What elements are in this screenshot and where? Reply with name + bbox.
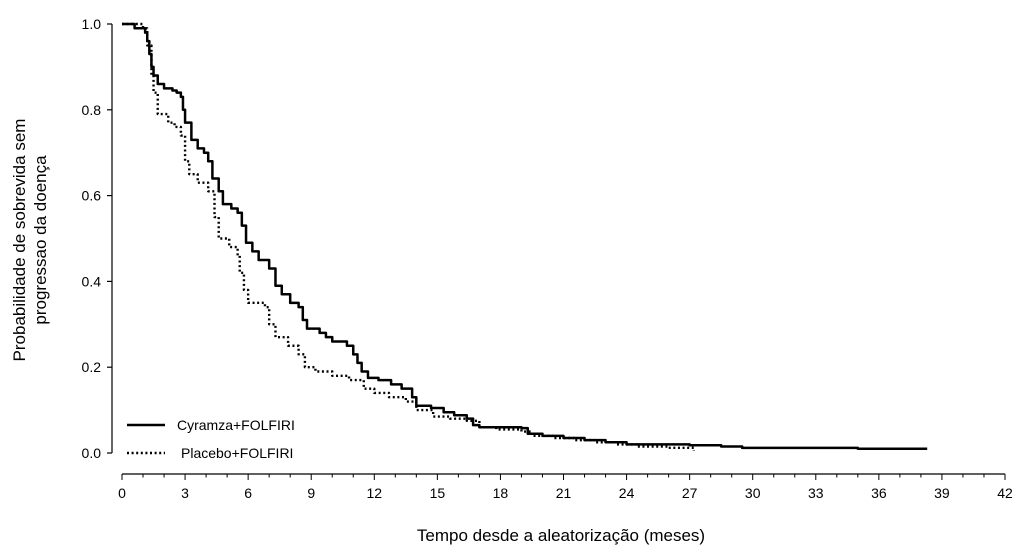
x-tick-label: 6 xyxy=(244,485,252,501)
x-tick-label: 30 xyxy=(745,485,761,501)
legend: Cyramza+FOLFIRI Placebo+FOLFIRI xyxy=(127,417,295,461)
series-line-placebo-folfiri xyxy=(122,22,696,451)
series-line-cyramza-folfiri xyxy=(122,22,928,450)
x-tick-label: 27 xyxy=(682,485,698,501)
legend-label: Cyramza+FOLFIRI xyxy=(177,417,295,433)
y-axis-title-line-2: progressao da doença xyxy=(31,155,50,325)
x-tick-label: 24 xyxy=(619,485,635,501)
y-tick-label: 0.0 xyxy=(82,445,102,461)
y-tick-label: 1.0 xyxy=(82,16,102,32)
x-tick-label: 3 xyxy=(181,485,189,501)
x-tick-label: 33 xyxy=(808,485,824,501)
y-tick-label: 0.8 xyxy=(82,102,102,118)
axes-layer: 0.00.20.40.60.81.00 3 6 9 12 15 18 21 24 27 30 33 36… xyxy=(82,16,1013,501)
x-axis-title: Tempo desde a aleatorização (meses) xyxy=(417,526,705,545)
x-tick-label: 9 xyxy=(307,485,315,501)
y-tick-label: 0.2 xyxy=(82,359,102,375)
x-tick-label: 36 xyxy=(871,485,887,501)
x-tick-label: 18 xyxy=(493,485,509,501)
x-tick-label: 42 xyxy=(997,485,1013,501)
x-tick-label: 12 xyxy=(366,485,382,501)
x-tick-label: 0 xyxy=(118,485,126,501)
axis-titles: Tempo desde a aleatorização (meses) Proba… xyxy=(10,119,705,545)
series-layer xyxy=(122,22,928,451)
x-tick-label: 39 xyxy=(934,485,950,501)
x-tick-label: 15 xyxy=(430,485,446,501)
y-axis-title-line-1: Probabilidade de sobrevida sem xyxy=(10,119,29,362)
y-tick-label: 0.6 xyxy=(82,188,102,204)
x-tick-label: 21 xyxy=(556,485,572,501)
legend-label: Placebo+FOLFIRI xyxy=(181,445,293,461)
y-tick-label: 0.4 xyxy=(82,273,102,289)
